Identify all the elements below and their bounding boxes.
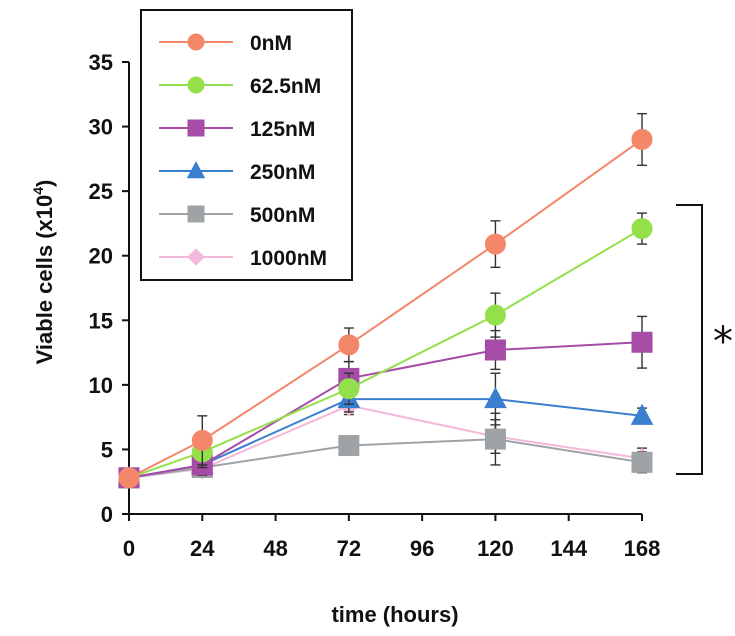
legend-item: 62.5nM <box>159 75 321 98</box>
x-tick-label: 120 <box>477 536 514 561</box>
legend-marker <box>187 119 205 137</box>
y-tick-label: 0 <box>101 502 113 527</box>
legend-item: 125nM <box>159 118 315 141</box>
legend-label: 62.5nM <box>250 75 321 98</box>
x-tick-label: 168 <box>624 536 661 561</box>
data-point <box>484 304 506 326</box>
significance-bracket: * <box>676 204 733 475</box>
legend: 0nM 62.5nM 125nM 250nM 500nM 1000nM <box>140 9 353 281</box>
y-tick-label: 5 <box>101 437 113 462</box>
legend-item: 250nM <box>159 161 315 184</box>
y-tick-label: 20 <box>89 244 113 269</box>
legend-marker <box>187 248 205 266</box>
series-125nM <box>118 315 653 489</box>
x-tick-label: 48 <box>263 536 287 561</box>
series-layer <box>117 112 654 489</box>
data-point <box>484 339 506 361</box>
x-tick-label: 72 <box>337 536 361 561</box>
data-point <box>484 387 507 409</box>
y-axis-title-exponent: 4 <box>30 187 46 195</box>
y-tick-label: 25 <box>89 179 113 204</box>
legend-box <box>140 9 353 281</box>
legend-marker <box>186 161 206 179</box>
x-tick-label: 96 <box>410 536 434 561</box>
x-axis-title: time (hours) <box>331 602 458 627</box>
data-point <box>631 451 653 473</box>
legend-label: 125nM <box>250 118 315 141</box>
legend-item: 1000nM <box>159 247 327 270</box>
data-point <box>338 378 360 400</box>
ticks: 0 5 10 15 20 25 30 35 0 24 48 72 96 120 144 168 <box>89 50 661 561</box>
x-tick-label: 0 <box>123 536 135 561</box>
data-point <box>631 218 653 240</box>
x-tick-label: 144 <box>550 536 587 561</box>
data-point <box>631 128 653 150</box>
data-point <box>338 334 360 356</box>
data-point <box>484 233 506 255</box>
legend-item: 500nM <box>159 204 315 227</box>
legend-marker <box>187 33 205 51</box>
y-tick-label: 10 <box>89 373 113 398</box>
legend-label: 1000nM <box>250 247 327 270</box>
legend-marker <box>187 205 205 223</box>
y-axis-title-close: ) <box>32 180 57 187</box>
y-tick-label: 30 <box>89 115 113 140</box>
significance-star: * <box>713 319 733 365</box>
x-tick-label: 24 <box>190 536 215 561</box>
y-axis-title: Viable cells (x104) <box>30 180 57 365</box>
legend-label: 500nM <box>250 204 315 227</box>
y-tick-label: 35 <box>89 50 113 75</box>
data-point <box>338 435 360 457</box>
legend-label: 0nM <box>250 32 292 55</box>
y-tick-label: 15 <box>89 308 113 333</box>
data-point <box>484 428 506 450</box>
axes <box>128 62 642 515</box>
y-axis-title-main: Viable cells (x10 <box>32 195 57 365</box>
legend-marker <box>187 76 205 94</box>
legend-label: 250nM <box>250 161 315 184</box>
legend-item: 0nM <box>159 32 292 55</box>
data-point <box>191 429 213 451</box>
data-point <box>118 467 140 489</box>
series-0nM <box>118 112 653 489</box>
data-point <box>631 331 653 353</box>
data-point <box>630 403 654 425</box>
